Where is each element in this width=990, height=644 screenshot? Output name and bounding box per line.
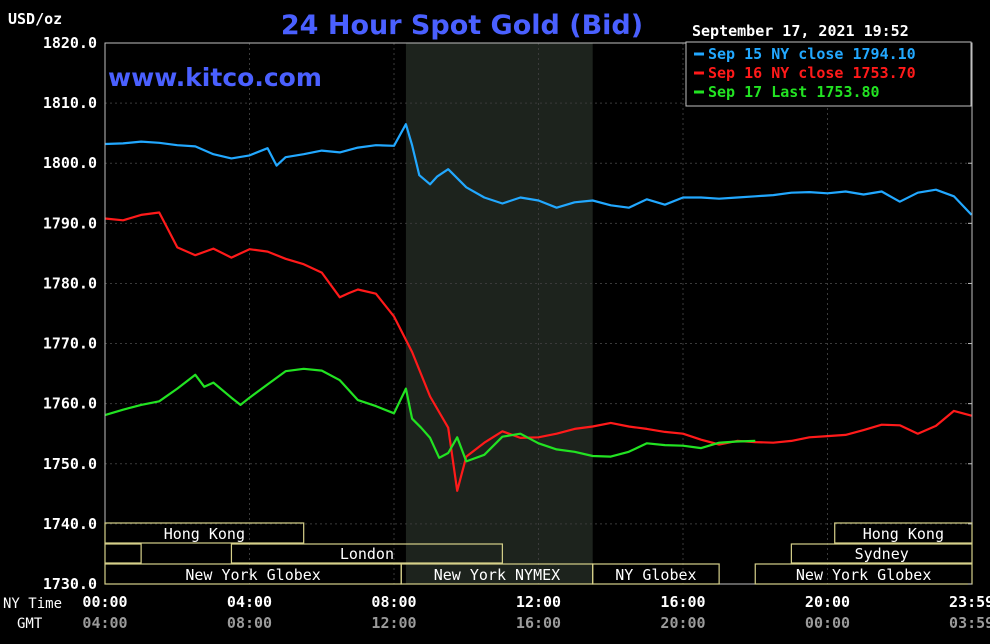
x-tick-label-ny: 16:00 xyxy=(660,593,705,611)
x-tick-label-gmt: 16:00 xyxy=(516,614,561,632)
y-tick-label: 1820.0 xyxy=(43,34,97,52)
session-bar xyxy=(834,522,973,544)
x-tick-label-gmt: 08:00 xyxy=(227,614,272,632)
legend-entry: Sep 17 Last 1753.80 xyxy=(708,83,880,101)
legend-entry: Sep 16 NY close 1753.70 xyxy=(708,64,916,82)
session-label: London xyxy=(340,545,394,563)
x-tick-label-ny: 04:00 xyxy=(227,593,272,611)
session-label: New York Globex xyxy=(185,566,320,584)
x-tick-label-gmt: 00:00 xyxy=(805,614,850,632)
session-bar xyxy=(754,563,973,585)
y-tick-label: 1760.0 xyxy=(43,395,97,413)
series-line-3 xyxy=(104,367,756,463)
x-axis-ticks: NY Time GMT 00:00 04:00 08:00 12:00 16:00 20:00… xyxy=(3,593,990,632)
gmt-row-label: GMT xyxy=(17,616,43,632)
session-label: NY Globex xyxy=(615,566,696,584)
series-layer xyxy=(104,123,973,492)
session-bar xyxy=(230,543,503,564)
x-tick-label-gmt: 04:00 xyxy=(82,614,127,632)
chart-title: 24 Hour Spot Gold (Bid) xyxy=(281,10,643,41)
y-tick-label: 1790.0 xyxy=(43,214,97,232)
y-tick-label: 1730.0 xyxy=(43,575,97,593)
session-label: Sydney xyxy=(855,545,909,563)
x-tick-label-ny: 20:00 xyxy=(805,593,850,611)
y-axis-ticks: 1820.0 1810.0 1800.0 1790.0 1780.0 1770.0 1760… xyxy=(43,34,972,593)
x-tick-label-ny: 12:00 xyxy=(516,593,561,611)
x-tick-label-gmt: 12:00 xyxy=(371,614,416,632)
session-label: Hong Kong xyxy=(164,525,245,543)
session-label: Hong Kong xyxy=(863,525,944,543)
session-bar xyxy=(104,522,305,544)
y-tick-label: 1800.0 xyxy=(43,154,97,172)
y-tick-label: 1770.0 xyxy=(43,335,97,353)
watermark-url: www.kitco.com xyxy=(108,63,322,92)
x-tick-label-ny: 00:00 xyxy=(82,593,127,611)
unit-label: USD/oz xyxy=(8,10,62,28)
session-label: New York Globex xyxy=(796,566,931,584)
nymex-shaded-region xyxy=(405,43,593,584)
session-label: New York NYMEX xyxy=(434,566,560,584)
series-line-1 xyxy=(104,123,973,216)
session-bar xyxy=(790,543,973,564)
y-tick-label: 1780.0 xyxy=(43,274,97,292)
session-bar xyxy=(104,543,142,564)
grid xyxy=(105,43,972,584)
ny-time-row-label: NY Time xyxy=(3,596,62,612)
session-bars: Hong Kong Hong Kong London Sydney New York G… xyxy=(104,522,973,585)
timestamp: September 17, 2021 19:52 xyxy=(692,22,909,40)
x-tick-label-ny: 23:59 xyxy=(949,593,990,611)
y-tick-label: 1740.0 xyxy=(43,515,97,533)
session-bar xyxy=(592,563,720,585)
legend-entry: Sep 15 NY close 1794.10 xyxy=(708,45,916,63)
legend-box xyxy=(685,41,972,107)
x-tick-label-gmt: 20:00 xyxy=(660,614,705,632)
y-tick-label: 1750.0 xyxy=(43,455,97,473)
y-tick-label: 1810.0 xyxy=(43,94,97,112)
x-tick-label-ny: 08:00 xyxy=(371,593,416,611)
x-tick-label-gmt: 03:59 xyxy=(949,614,990,632)
